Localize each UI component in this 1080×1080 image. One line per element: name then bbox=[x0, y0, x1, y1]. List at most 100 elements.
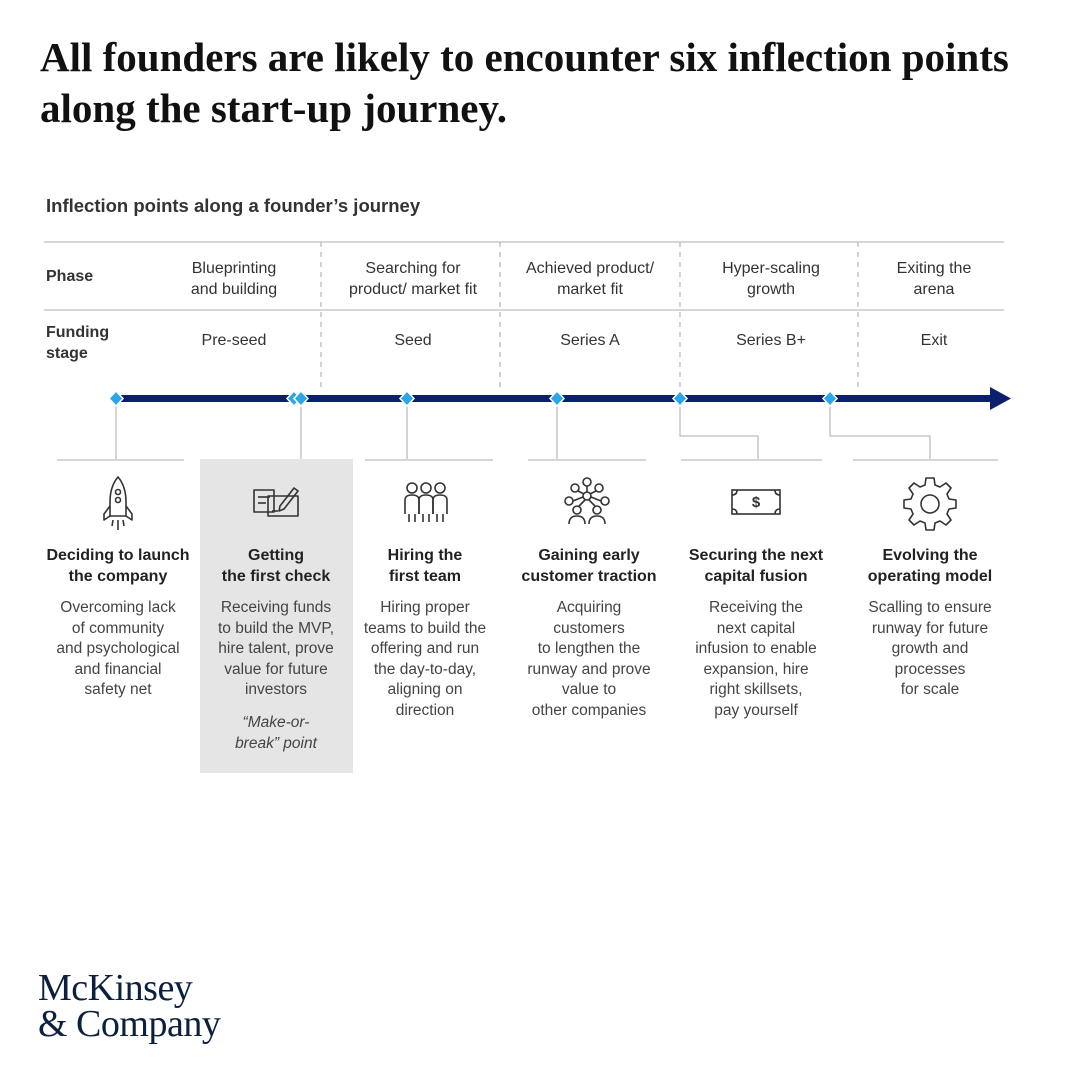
ip-5-description: Receiving the next capital infusion to e… bbox=[675, 598, 837, 722]
funding-stage-4: Series B+ bbox=[736, 332, 806, 349]
chart-subtitle: Inflection points along a founder’s jour… bbox=[46, 195, 421, 216]
phase-1: Blueprinting and building bbox=[149, 258, 319, 300]
ip-3-description: Hiring proper teams to build the offerin… bbox=[344, 598, 506, 722]
ip-4-desc-line: customers bbox=[553, 619, 625, 637]
ip-6-desc-line: Scalling to ensure bbox=[868, 599, 992, 616]
funding-row-label: Funding stage bbox=[46, 322, 109, 364]
ip-4-desc-line: Acquiring bbox=[556, 599, 622, 616]
note-line: “Make-or- bbox=[242, 714, 310, 731]
ip-6-desc-line: for scale bbox=[900, 681, 960, 699]
ip-2-desc-line: hire talent, prove bbox=[218, 640, 334, 658]
ip-6-desc-line: processes bbox=[894, 660, 966, 678]
ip-4-title-line1: Gaining early bbox=[538, 547, 640, 564]
timeline-arrowhead bbox=[990, 387, 1011, 410]
funding-stage-2: Seed bbox=[394, 332, 432, 349]
phase-1-line1: Blueprinting bbox=[191, 260, 277, 277]
connector-6 bbox=[829, 402, 931, 459]
marker-6 bbox=[821, 389, 839, 408]
ip-5-desc-line: next capital bbox=[716, 619, 796, 637]
marker-4 bbox=[548, 389, 566, 408]
note-line: break” point bbox=[235, 734, 317, 752]
ip-3-desc-line: Hiring proper bbox=[380, 599, 470, 616]
ip-2-title-line1: Getting bbox=[248, 547, 304, 564]
ip-2-desc-line: investors bbox=[244, 681, 308, 699]
phase-2: Searching for product/ market fit bbox=[328, 258, 498, 300]
mckinsey-logo: McKinsey & Company bbox=[38, 967, 221, 1045]
phase-3-line2: market fit bbox=[557, 281, 623, 298]
team-icon bbox=[404, 482, 448, 522]
ip-6-title-line2: operating model bbox=[867, 568, 993, 585]
phase-1-line2: and building bbox=[190, 281, 278, 298]
funding-row-label-line2: stage bbox=[46, 345, 88, 362]
ip-4-desc-line: value to bbox=[561, 681, 617, 699]
ip-5-title: Securing the next capital fusion bbox=[677, 545, 835, 587]
ip-2-desc-line: Receiving funds bbox=[220, 599, 332, 616]
phase-2-line1: Searching for bbox=[365, 260, 461, 277]
dollar-bill-icon: $ bbox=[731, 489, 781, 515]
funding-stage-3: Series A bbox=[560, 332, 620, 349]
ip-1-description: Overcoming lack of community and psychol… bbox=[37, 598, 199, 701]
ip-5-desc-line: expansion, hire bbox=[703, 660, 809, 678]
phase-4: Hyper-scaling growth bbox=[686, 258, 856, 300]
ip-1-desc-line: and financial bbox=[74, 660, 162, 678]
ip-4-description: Acquiring customers to lengthen the runw… bbox=[508, 598, 670, 722]
ip-3-title: Hiring the first team bbox=[346, 545, 504, 587]
ip-1-title-line2: the company bbox=[68, 568, 168, 585]
ip-2-description: Receiving funds to build the MVP, hire t… bbox=[195, 598, 357, 701]
ip-6-title: Evolving the operating model bbox=[851, 545, 1009, 587]
ip-3-desc-line: direction bbox=[395, 701, 455, 719]
phase-row-label: Phase bbox=[46, 268, 94, 285]
ip-4-desc-line: runway and prove bbox=[527, 660, 651, 678]
make-or-break-note: “Make-or- break” point bbox=[201, 713, 351, 754]
gear-icon bbox=[903, 477, 957, 531]
ip-6-desc-line: runway for future bbox=[871, 619, 989, 637]
ip-4-desc-line: to lengthen the bbox=[537, 640, 641, 658]
ip-3-title-line2: first team bbox=[388, 568, 462, 585]
ip-1-desc-line: of community bbox=[71, 619, 165, 637]
ip-4-title-line2: customer traction bbox=[521, 568, 657, 585]
ip-6-title-line1: Evolving the bbox=[882, 547, 978, 564]
phase-2-line2: product/ market fit bbox=[348, 281, 478, 298]
ip-4-desc-line: other companies bbox=[531, 701, 647, 719]
ip-5-desc-line: infusion to enable bbox=[695, 640, 817, 658]
brand-line1: McKinsey bbox=[38, 967, 193, 1009]
ip-6-description: Scalling to ensure runway for future gro… bbox=[849, 598, 1011, 701]
ip-1-title-line1: Deciding to launch bbox=[46, 547, 190, 564]
ip-5-title-line1: Securing the next bbox=[688, 547, 824, 564]
ip-2-desc-line: to build the MVP, bbox=[217, 619, 335, 637]
brand-line2: & Company bbox=[38, 1003, 221, 1045]
funding-stage-5: Exit bbox=[920, 332, 948, 349]
ip-5-desc-line: right skillsets, bbox=[709, 681, 803, 699]
ip-6-desc-line: growth and bbox=[891, 640, 969, 658]
funding-stage-1: Pre-seed bbox=[201, 332, 267, 349]
phase-4-line1: Hyper-scaling bbox=[722, 260, 820, 277]
ip-1-desc-line: safety net bbox=[84, 681, 152, 699]
rocket-icon bbox=[103, 476, 133, 530]
marker-1 bbox=[107, 389, 125, 408]
headline: All founders are likely to encounter six… bbox=[40, 34, 1009, 131]
ip-2-desc-line: value for future bbox=[224, 660, 328, 678]
ip-3-title-line1: Hiring the bbox=[387, 547, 463, 564]
ip-3-desc-line: teams to build the bbox=[363, 619, 487, 637]
marker-2b bbox=[292, 389, 310, 408]
ip-4-title: Gaining early customer traction bbox=[510, 545, 668, 587]
ip-1-desc-line: and psychological bbox=[56, 640, 180, 658]
connector-5 bbox=[679, 402, 759, 459]
ip-2-title-line2: the first check bbox=[221, 568, 331, 585]
ip-2-title: Getting the first check bbox=[197, 545, 355, 587]
phase-5-line2: arena bbox=[913, 281, 955, 298]
ip-1-title: Deciding to launch the company bbox=[39, 545, 197, 587]
funding-row-label-line1: Funding bbox=[46, 324, 110, 341]
phase-5-line1: Exiting the bbox=[896, 260, 972, 277]
phase-4-line2: growth bbox=[746, 281, 796, 298]
ip-5-desc-line: pay yourself bbox=[714, 701, 798, 719]
ip-5-desc-line: Receiving the bbox=[709, 599, 803, 616]
phase-3-line1: Achieved product/ bbox=[525, 260, 655, 277]
ip-3-desc-line: the day-to-day, bbox=[373, 660, 477, 678]
network-icon bbox=[564, 477, 610, 525]
ip-3-desc-line: offering and run bbox=[370, 640, 480, 658]
ip-5-title-line2: capital fusion bbox=[704, 568, 808, 585]
check-signing-icon bbox=[253, 487, 299, 517]
phase-5: Exiting the arena bbox=[849, 258, 1019, 300]
